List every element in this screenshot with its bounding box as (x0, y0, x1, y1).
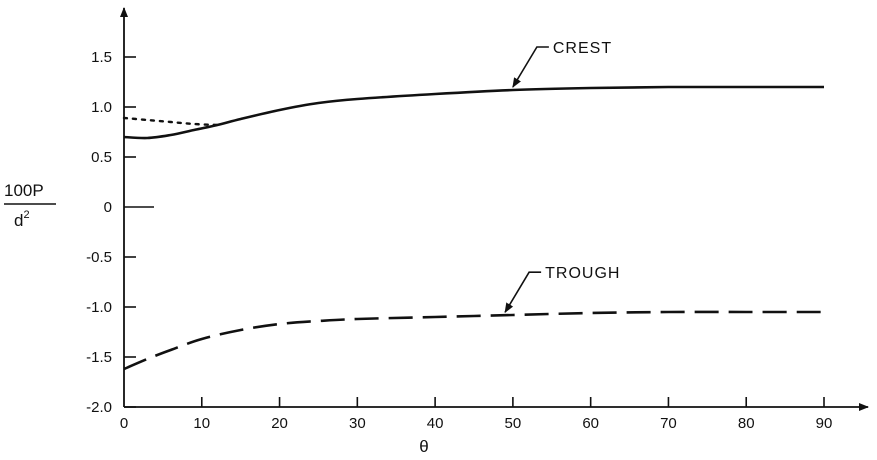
annotation-label-crest: CREST (553, 40, 612, 57)
x-tick-label: 90 (816, 415, 833, 432)
x-tick-label: 60 (582, 415, 599, 432)
y-tick-label: 1.5 (91, 49, 112, 66)
y-axis-label: 100P d2 (4, 181, 56, 230)
series-line-dotted (122, 116, 219, 127)
x-tick-label: 0 (120, 415, 128, 432)
annotation-layer: CREST TROUGH (504, 40, 620, 314)
annotation-arrow-trough (504, 271, 542, 314)
x-axis-label: θ (419, 437, 428, 456)
x-tick-label: 30 (349, 415, 366, 432)
series-line-crest (123, 85, 824, 140)
y-tick-label: -1.5 (86, 349, 112, 366)
x-tick-label: 40 (427, 415, 444, 432)
y-tick-label: -0.5 (86, 249, 112, 266)
y-axis-label-denominator: d2 (14, 209, 30, 230)
x-tick-label: 20 (271, 415, 288, 432)
annotation-arrow-crest (512, 46, 549, 88)
series-line-trough (123, 310, 824, 371)
x-tick-label: 70 (660, 415, 677, 432)
annotation-label-trough: TROUGH (545, 265, 620, 282)
x-tick-label: 50 (505, 415, 522, 432)
y-tick-label: 0 (104, 199, 112, 216)
y-axis-label-exponent: 2 (23, 209, 29, 221)
x-tick-label: 80 (738, 415, 755, 432)
y-tick-label: 1.0 (91, 99, 112, 116)
y-tick-label: -2.0 (86, 399, 112, 416)
y-axis-label-numerator: 100P (4, 181, 44, 200)
y-tick-label: -1.0 (86, 299, 112, 316)
x-tick-label: 10 (193, 415, 210, 432)
axes: 1.5 1.0 0.5 0 -0.5 -1.0 -1.5 -2.0 0 10 20 30 40 50 60 7… (86, 7, 869, 432)
y-tick-label: 0.5 (91, 149, 112, 166)
series-layer (122, 85, 824, 371)
